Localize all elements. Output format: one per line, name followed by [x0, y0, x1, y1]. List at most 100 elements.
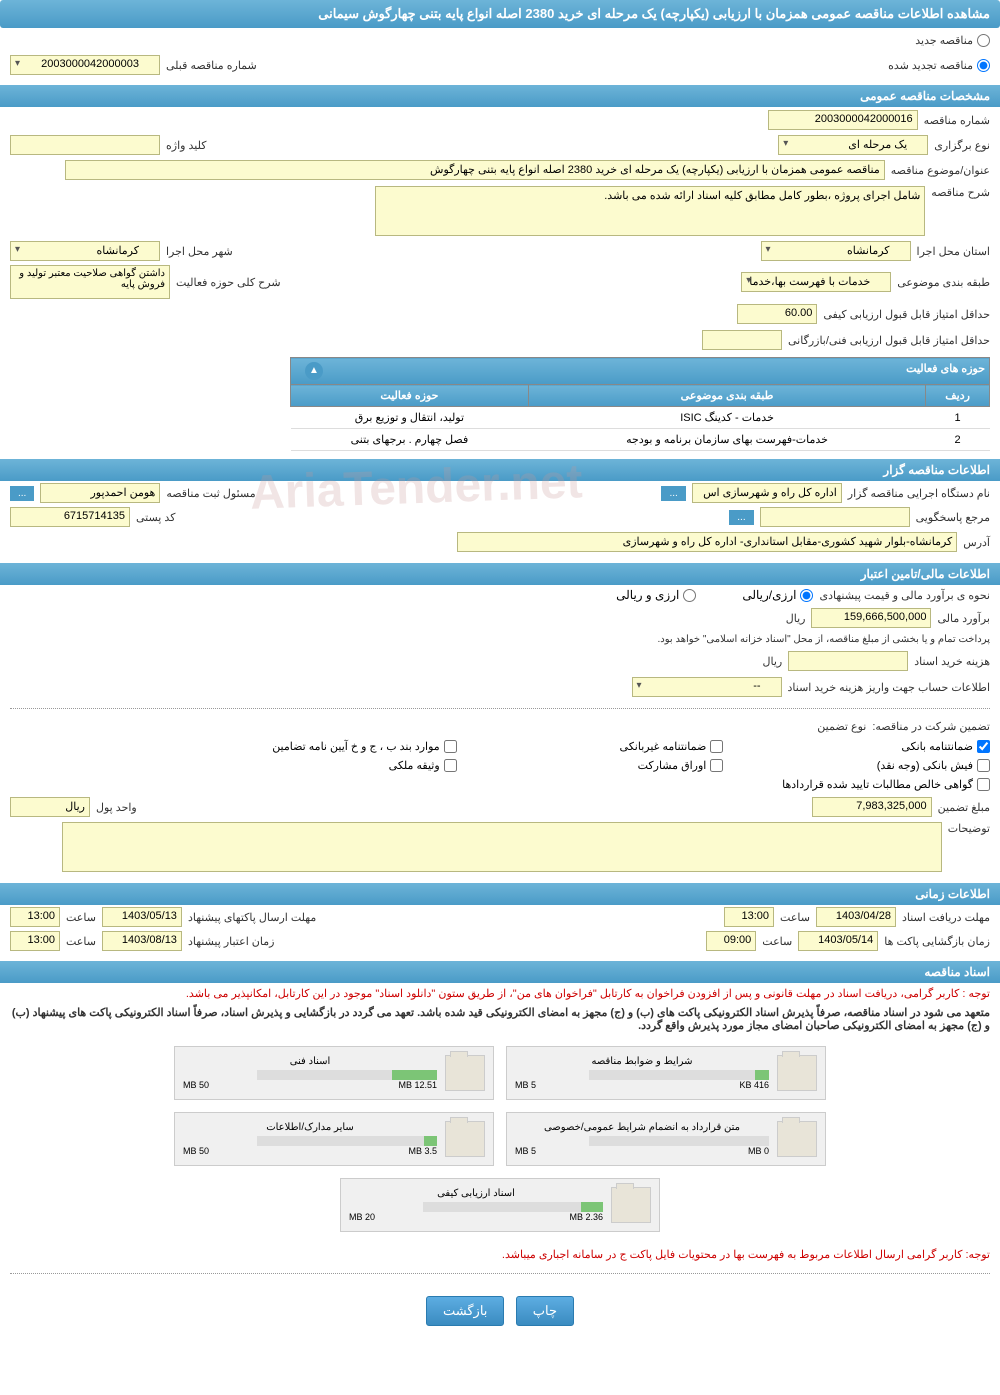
guarantee-checkbox[interactable]: [977, 740, 990, 753]
radio-rial[interactable]: [683, 589, 696, 602]
folder-card[interactable]: اسناد ارزیابی کیفی2.36 MB20 MB: [340, 1178, 660, 1232]
folder-total: 5 MB: [515, 1146, 536, 1156]
title-label: عنوان/موضوع مناقصه: [891, 164, 990, 177]
desc-label: شرح مناقصه: [931, 186, 990, 199]
org-field: اداره کل راه و شهرسازی اس: [692, 483, 842, 503]
back-button[interactable]: بازگشت: [426, 1296, 504, 1326]
doc-deadline-time: 13:00: [724, 907, 774, 927]
min-tech-field: [702, 330, 782, 350]
notes-field[interactable]: [62, 822, 942, 872]
submit-deadline-date: 1403/05/13: [102, 907, 182, 927]
guarantee-option: فیش بانکی (وجه نقد): [743, 759, 990, 772]
guarantee-checkbox[interactable]: [444, 740, 457, 753]
folder-card[interactable]: سایر مدارک/اطلاعات3.5 MB50 MB: [174, 1112, 494, 1166]
type-select[interactable]: یک مرحله ای: [778, 135, 928, 155]
estimate-unit: ریال: [786, 612, 806, 625]
estimate-field: 159,666,500,000: [811, 608, 931, 628]
folder-icon: [777, 1055, 817, 1091]
table-cell: 2: [926, 429, 990, 451]
min-quality-field: 60.00: [737, 304, 817, 324]
section-financial: اطلاعات مالی/تامین اعتبار: [0, 563, 1000, 585]
radio-renewed-label: مناقصه تجدید شده: [888, 59, 973, 72]
table-cell: تولید، انتقال و توزیع برق: [291, 407, 529, 429]
notes-label: توضیحات: [948, 822, 990, 835]
guarantee-option-label: اوراق مشارکت: [638, 759, 707, 772]
docfee-unit: ریال: [762, 655, 782, 668]
activity-desc-label: شرح کلی حوزه فعالیت: [176, 276, 281, 289]
prev-number-label: شماره مناقصه قبلی: [166, 59, 257, 72]
account-select[interactable]: --: [632, 677, 782, 697]
registrar-browse-button[interactable]: ...: [10, 486, 34, 501]
guarantee-option-label: ضمانتنامه غیربانکی: [620, 740, 707, 753]
keyword-field[interactable]: [10, 135, 160, 155]
address-field: کرمانشاه-بلوار شهید کشوری-مقابل استاندار…: [457, 532, 957, 552]
city-select[interactable]: کرمانشاه: [10, 241, 160, 261]
folder-total: 20 MB: [349, 1212, 375, 1222]
validity-date: 1403/08/13: [102, 931, 182, 951]
min-quality-label: حداقل امتیاز قابل قبول ارزیابی کیفی: [823, 308, 990, 321]
section-general: مشخصات مناقصه عمومی: [0, 85, 1000, 107]
guarantee-checkbox[interactable]: [977, 778, 990, 791]
subject-class-label: طبقه بندی موضوعی: [897, 276, 990, 289]
time-unit2: ساعت: [66, 911, 96, 924]
folder-used: 0 MB: [748, 1146, 769, 1156]
action-buttons: چاپ بازگشت: [0, 1282, 1000, 1340]
time-unit3: ساعت: [762, 935, 792, 948]
contact-field: [760, 507, 910, 527]
guarantee-option-label: گواهی خالص مطالبات تایید شده قراردادها: [782, 778, 973, 791]
progress-bar: [589, 1136, 769, 1146]
print-button[interactable]: چاپ: [516, 1296, 574, 1326]
min-tech-label: حداقل امتیاز قابل قبول ارزیابی فنی/بازرگ…: [788, 334, 990, 347]
type-label: نوع برگزاری: [934, 139, 990, 152]
guarantee-option: ضمانتنامه غیربانکی: [477, 740, 724, 753]
doc-deadline-date: 1403/04/28: [816, 907, 896, 927]
guarantee-checkbox[interactable]: [444, 759, 457, 772]
province-select[interactable]: کرمانشاه: [761, 241, 911, 261]
doc-notice1: توجه : کاربر گرامی، دریافت اسناد در مهلت…: [0, 983, 1000, 1004]
section-timing: اطلاعات زمانی: [0, 883, 1000, 905]
guarantee-option: وثیقه ملکی: [210, 759, 457, 772]
folders-container: شرایط و ضوابط مناقصه416 KB5 MBاسناد فنی1…: [0, 1034, 1000, 1244]
city-label: شهر محل اجرا: [166, 245, 233, 258]
validity-label: زمان اعتبار پیشنهاد: [188, 935, 275, 948]
estimate-label: برآورد مالی: [937, 612, 990, 625]
folder-card[interactable]: اسناد فنی12.51 MB50 MB: [174, 1046, 494, 1100]
contact-browse-button[interactable]: ...: [729, 510, 753, 525]
col-activity: حوزه فعالیت: [291, 385, 529, 407]
radio-new-tender[interactable]: [977, 34, 990, 47]
doc-notice3: توجه: کاربر گرامی ارسال اطلاعات مربوط به…: [0, 1244, 1000, 1265]
guarantee-options: ضمانتنامه بانکیضمانتنامه غیربانکیموارد ب…: [200, 736, 1000, 795]
guarantee-checkbox[interactable]: [710, 740, 723, 753]
time-unit1: ساعت: [780, 911, 810, 924]
guarantee-unit-field: ریال: [10, 797, 90, 817]
guarantee-checkbox[interactable]: [710, 759, 723, 772]
activity-table-title: حوزه های فعالیت: [906, 363, 985, 375]
guarantee-option: موارد بند ب ، ج و خ آیین نامه تضامین: [210, 740, 457, 753]
desc-field: شامل اجرای پروژه ،بطور کامل مطابق کلیه ا…: [375, 186, 925, 236]
subject-class-select[interactable]: خدمات با فهرست بها،خدما: [741, 272, 891, 292]
folder-used: 416 KB: [739, 1080, 769, 1090]
prev-number-select[interactable]: 2003000042000003: [10, 55, 160, 75]
folder-icon: [445, 1055, 485, 1091]
guarantee-checkbox[interactable]: [977, 759, 990, 772]
progress-bar: [257, 1070, 437, 1080]
divider-bottom: [10, 1273, 990, 1274]
section-holder: اطلاعات مناقصه گزار: [0, 459, 1000, 481]
guarantee-option-label: فیش بانکی (وجه نقد): [877, 759, 973, 772]
tender-number-label: شماره مناقصه: [924, 114, 990, 127]
opening-date: 1403/05/14: [798, 931, 878, 951]
folder-card[interactable]: شرایط و ضوابط مناقصه416 KB5 MB: [506, 1046, 826, 1100]
radio-currency[interactable]: [800, 589, 813, 602]
org-browse-button[interactable]: ...: [661, 486, 685, 501]
folder-used: 3.5 MB: [408, 1146, 437, 1156]
address-label: آدرس: [963, 536, 990, 549]
docfee-field[interactable]: [788, 651, 908, 671]
radio-renewed-tender[interactable]: [977, 59, 990, 72]
guarantee-amount-field: 7,983,325,000: [812, 797, 932, 817]
province-label: استان محل اجرا: [917, 245, 990, 258]
table-cell: خدمات-فهرست بهای سازمان برنامه و بودجه: [528, 429, 925, 451]
folder-card[interactable]: متن قرارداد به انضمام شرایط عمومی/خصوصی0…: [506, 1112, 826, 1166]
collapse-icon[interactable]: ▲: [305, 362, 323, 380]
activity-table: حوزه های فعالیت ▲ ردیف طبقه بندی موضوعی …: [290, 357, 990, 451]
folder-icon: [611, 1187, 651, 1223]
